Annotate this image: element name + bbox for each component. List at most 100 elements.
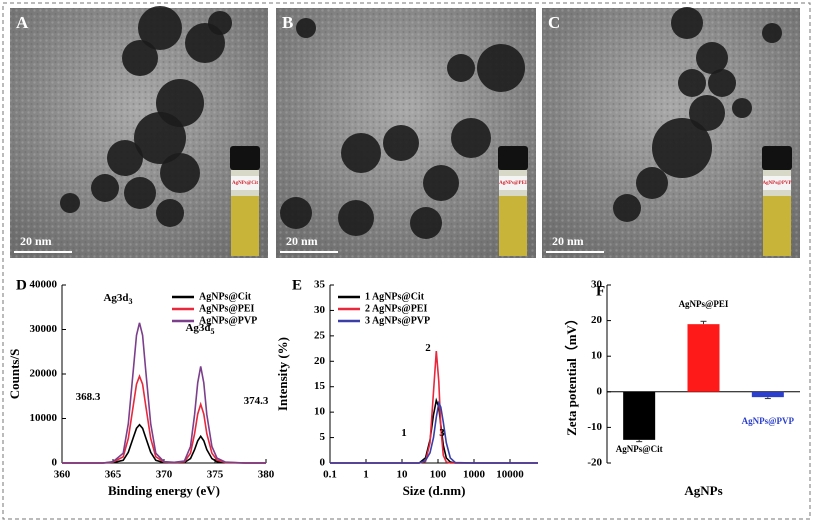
nanoparticle [107, 140, 143, 176]
nanoparticle [762, 23, 782, 43]
x-axis-label: Size (d.nm) [403, 483, 466, 498]
annotation-text: 368.3 [76, 391, 101, 403]
nanoparticle [124, 177, 156, 209]
nanoparticle [383, 125, 419, 161]
y-tick-label: -20 [587, 457, 602, 469]
nanoparticle [208, 11, 232, 35]
nanoparticle [338, 200, 374, 236]
scale-label: 20 nm [286, 234, 318, 248]
annotation-text: Ag3d [185, 322, 210, 334]
nanoparticle [613, 194, 641, 222]
y-tick-label: 0 [597, 385, 603, 397]
vial-tag [231, 176, 259, 190]
y-tick-label: 20 [591, 314, 603, 326]
x-tick-label: 370 [156, 469, 173, 481]
x-tick-label: 375 [207, 469, 224, 481]
y-tick-label: 20 [314, 355, 326, 367]
y-tick-label: 0 [320, 457, 326, 469]
legend-label: 2 AgNPs@PEI [365, 303, 427, 314]
series-line [62, 373, 266, 464]
y-tick-label: 30000 [30, 323, 58, 335]
x-tick-label: 100 [430, 469, 447, 481]
x-tick-label: 360 [54, 469, 71, 481]
x-tick-label: 1000 [463, 469, 486, 481]
nanoparticle [652, 118, 712, 178]
nanoparticle [708, 69, 736, 97]
series-line [330, 351, 538, 464]
y-tick-label: 10 [591, 350, 603, 362]
x-tick-label: 10 [396, 469, 408, 481]
y-tick-label: 15 [314, 380, 326, 392]
nanoparticle [636, 167, 668, 199]
vial-cap [230, 146, 260, 170]
vial-liquid [499, 196, 527, 256]
nanoparticle [280, 197, 312, 229]
annotation: Ag3d3 [103, 292, 132, 306]
y-tick-label: 10 [314, 406, 326, 418]
panel-label: F [596, 283, 605, 299]
nanoparticle [451, 118, 491, 158]
x-tick-label: 10000 [496, 469, 524, 481]
nanoparticle [138, 6, 182, 50]
nanoparticle [423, 165, 459, 201]
vial-label: AgNPs@PVP [762, 181, 791, 186]
nanoparticle [341, 133, 381, 173]
scale-label: 20 nm [20, 234, 52, 248]
vial-cap [498, 146, 528, 170]
category-label: AgNPs@PEI [679, 299, 729, 309]
y-tick-label: 25 [314, 329, 326, 341]
nanoparticle [689, 95, 725, 131]
x-tick-label: 1 [363, 469, 369, 481]
x-tick-label: 365 [105, 469, 122, 481]
annotation-text: 2 [425, 342, 431, 354]
x-axis-label: Binding energy (eV) [108, 483, 220, 498]
nanoparticle [678, 69, 706, 97]
annotation: 1 [401, 427, 407, 439]
legend-label: AgNPs@PEI [199, 303, 255, 314]
panel-label: B [282, 13, 293, 32]
annotation: 368.3 [76, 391, 101, 403]
legend-label: AgNPs@Cit [199, 291, 252, 302]
vial-liquid [763, 196, 791, 256]
nanoparticle [156, 199, 184, 227]
annotation-text: 1 [401, 427, 407, 439]
annotation-sub: 3 [129, 297, 133, 306]
annotation-text: Ag3d [103, 292, 128, 304]
nanoparticle [410, 207, 442, 239]
annotation: 2 [425, 342, 431, 354]
y-tick-label: 20000 [30, 368, 58, 380]
category-label: AgNPs@PVP [742, 416, 795, 426]
panel-label: E [292, 277, 302, 293]
x-tick-label: 380 [258, 469, 275, 481]
nanoparticle [134, 112, 186, 164]
nanoparticle [296, 18, 316, 38]
category-label: AgNPs@Cit [616, 444, 663, 454]
annotation: Ag3d5 [185, 322, 214, 336]
nanoparticle [160, 153, 200, 193]
nanoparticle [671, 7, 703, 39]
legend-label: AgNPs@PVP [199, 315, 257, 326]
nanoparticle [60, 193, 80, 213]
y-tick-label: 0 [52, 457, 58, 469]
nanoparticle [122, 40, 158, 76]
annotation: 374.3 [244, 395, 269, 407]
y-tick-label: 30 [314, 304, 326, 316]
annotation-text: 374.3 [244, 395, 269, 407]
y-tick-label: 40000 [30, 279, 58, 291]
legend-label: 1 AgNPs@Cit [365, 291, 425, 302]
y-tick-label: -10 [587, 421, 602, 433]
y-tick-label: 30 [591, 279, 603, 291]
bar [751, 391, 784, 398]
bar [687, 324, 720, 392]
series-line [62, 423, 266, 464]
y-axis-label: Counts/S [7, 349, 22, 400]
bar [623, 391, 656, 440]
y-tick-label: 5 [320, 431, 326, 443]
nanoparticle [696, 42, 728, 74]
vial-cap [762, 146, 792, 170]
y-tick-label: 35 [314, 279, 326, 291]
annotation-text: 3 [439, 427, 445, 439]
nanoparticle [447, 54, 475, 82]
panel-label: A [16, 13, 29, 32]
